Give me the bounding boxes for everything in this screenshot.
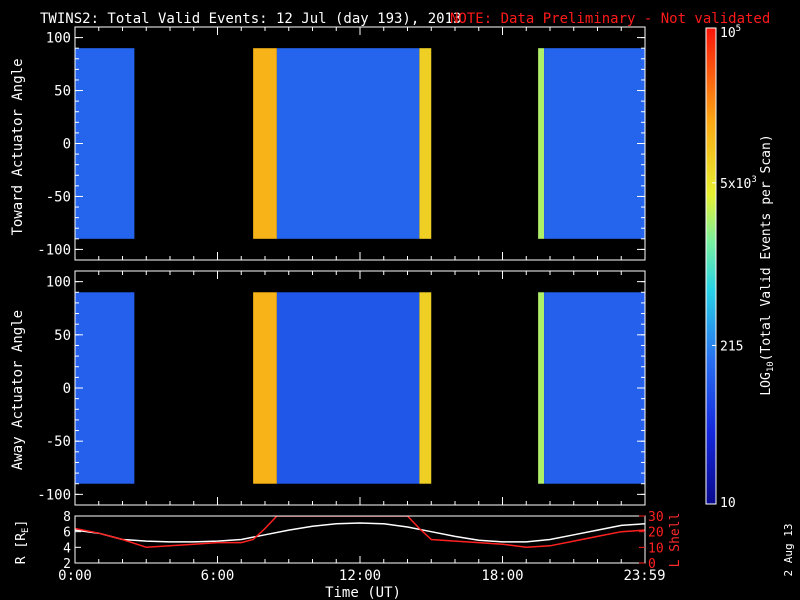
x-tick-label: 18:00 [481,568,523,584]
y-tick-label: 0 [63,381,71,397]
y-tick-label: 8 [63,510,71,525]
y2-tick-label: 20 [648,526,664,541]
colorbar-label: LOG10(Total Valid Events per Scan) [759,134,776,395]
x-tick-label: 0:00 [58,568,92,584]
away-angle-axis-label: Away Actuator Angle [10,310,26,470]
figure-title: TWINS2: Total Valid Events: 12 Jul (day … [40,11,461,27]
x-tick-label: 6:00 [201,568,235,584]
data-segment [276,48,420,239]
data-segment [75,292,135,484]
y2-tick-label: 0 [648,557,656,572]
colorbar-tick-label: 5x103 [720,175,757,192]
data-segment [419,48,432,239]
lshell-axis-label: L Shell [668,513,683,568]
radius-axis-label: R [RE] [14,520,31,565]
colorbar-tick-label: 10 [720,496,736,511]
y-tick-label: -100 [37,487,71,503]
y-tick-label: 50 [54,84,71,100]
away-angle-panel: 100 50 0 -50 -100 [37,270,646,506]
y-tick-label: 0 [63,137,71,153]
radius-line [75,522,645,543]
colorbar-tick-label: 215 [720,339,743,354]
data-segment [544,292,645,484]
colorbar-gradient [706,28,716,504]
y-tick-label: 50 [54,328,71,344]
data-segment [544,48,645,239]
x-tick-label: 23:59 [623,568,665,584]
y-tick-label: 100 [46,275,71,291]
y-tick-label: -100 [37,242,71,258]
time-axis-label: Time (UT) [325,585,401,600]
y2-tick-label: 10 [648,541,664,556]
y-tick-label: 4 [63,541,71,556]
colorbar-frame [705,27,717,505]
colorbar: 105 5x103 215 10 [705,24,757,511]
data-segment [75,48,135,239]
colorbar-tick-label: 105 [720,24,741,41]
data-segment [253,48,277,239]
y2-tick-label: 30 [648,510,664,525]
data-segment [538,292,545,484]
data-segment [538,48,545,239]
data-segment [419,292,432,484]
lshell-line [75,516,645,549]
toward-angle-axis-label: Toward Actuator Angle [10,58,26,235]
date-stamp: 2 Aug 13 [782,524,795,577]
y-tick-label: -50 [46,189,71,205]
data-segment [276,292,420,484]
toward-angle-panel: 100 50 0 -50 -100 [37,26,646,261]
y-tick-label: 6 [63,526,71,541]
y-tick-label: 100 [46,31,71,47]
x-tick-label: 12:00 [339,568,381,584]
y-tick-label: 2 [63,557,71,572]
data-segment [253,292,277,484]
preliminary-note: NOTE: Data Preliminary - Not validated [450,11,770,27]
y-tick-label: -50 [46,434,71,450]
